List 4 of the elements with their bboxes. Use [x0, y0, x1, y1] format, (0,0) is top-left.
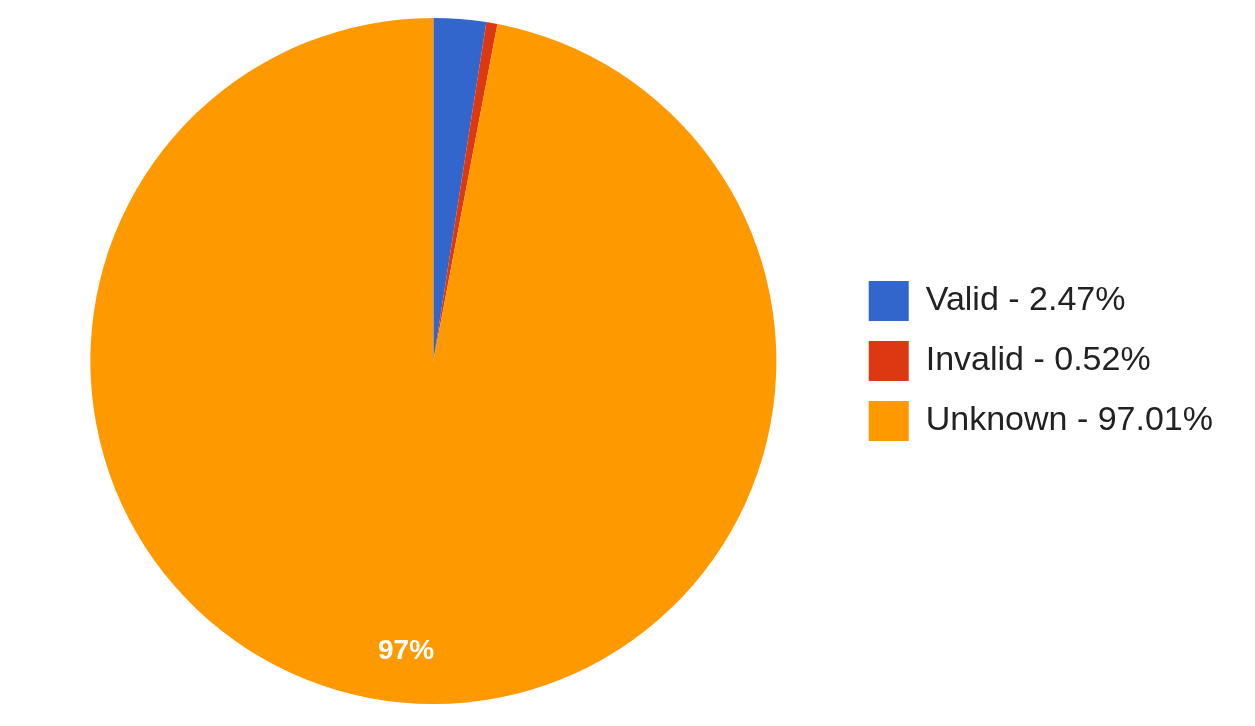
legend-label: Unknown - 97.01% [925, 399, 1214, 438]
legend-label: Invalid - 0.52% [925, 339, 1151, 378]
legend-label: Valid - 2.47% [925, 279, 1126, 318]
data-label: 97% [377, 633, 435, 665]
